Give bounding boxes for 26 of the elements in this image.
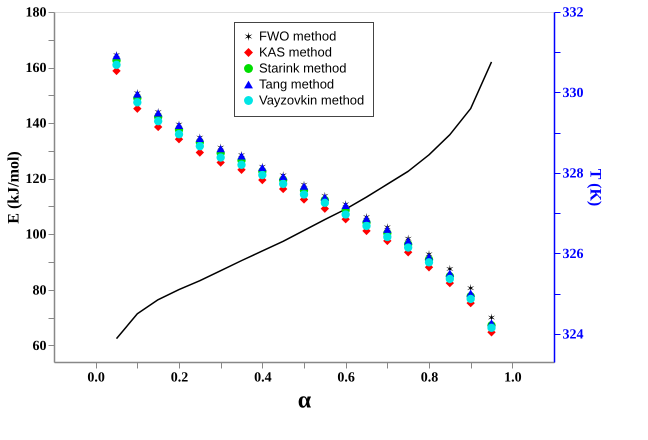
y2-tick-label: 324: [562, 327, 584, 342]
x-tick-label: 1.0: [504, 370, 522, 386]
y2-tick-label: 332: [562, 6, 584, 20]
y2-tick-label: 328: [562, 166, 584, 182]
y2-tick-label: 330: [562, 86, 584, 101]
legend-label: FWO method: [259, 28, 336, 44]
y-tick-label: 60: [32, 338, 46, 354]
y-axis-title: E (kJ/mol): [6, 151, 22, 224]
y-tick-label: 160: [26, 61, 46, 76]
x-tick-label: 0.2: [170, 370, 188, 386]
x-tick-label: 0.0: [87, 370, 105, 386]
legend-label: Vayzovkin method: [259, 92, 364, 108]
y-tick-label: 140: [26, 116, 46, 132]
x-tick-label: 0.8: [420, 370, 438, 386]
legend-label: KAS method: [259, 44, 332, 60]
y-tick-label: 80: [32, 283, 46, 298]
x-axis-title: α: [298, 388, 312, 414]
x-tick-label: 0.4: [254, 370, 272, 386]
y-tick-label: 100: [26, 228, 46, 243]
legend-label: Starink method: [259, 60, 346, 76]
legend-label: Tang method: [259, 76, 334, 92]
y2-axis-title: T (K): [586, 168, 604, 206]
y2-tick-label: 326: [562, 246, 584, 262]
x-tick-label: 0.6: [337, 370, 355, 386]
y-tick-label: 180: [26, 6, 46, 20]
y-tick-label: 120: [26, 172, 46, 188]
